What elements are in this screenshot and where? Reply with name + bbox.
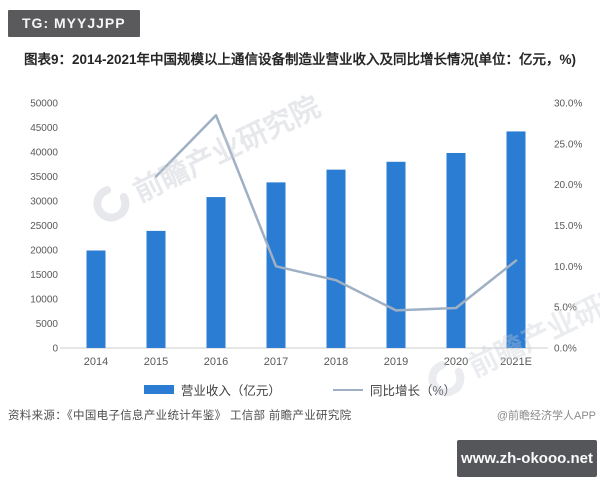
left-axis-tick: 45000	[30, 123, 58, 134]
left-axis-tick: 35000	[30, 172, 58, 183]
right-axis-tick: 10.0%	[554, 262, 582, 273]
growth-line-swatch	[332, 388, 363, 391]
legend-item-growth: 同比增长（%）	[332, 380, 457, 399]
bar-2014	[86, 250, 106, 348]
revenue-bar-swatch	[143, 385, 174, 394]
x-tick-2014: 2014	[84, 356, 108, 368]
channel-badge-text: TG: MYYJJPP	[22, 15, 126, 31]
combo-chart: 0 5000 10000 15000 20000 25000 30000 35000 40000…	[30, 99, 582, 369]
chart-legend: 营业收入（亿元） 同比增长（%）	[0, 380, 600, 399]
bar-2016	[206, 197, 226, 348]
chart-title: 图表9：2014-2021年中国规模以上通信设备制造业营业收入及同比增长情况(单…	[23, 52, 577, 67]
legend-label-revenue: 营业收入（亿元）	[180, 384, 281, 398]
left-axis-tick: 15000	[30, 270, 58, 281]
right-axis-tick: 5.0%	[554, 303, 577, 314]
bar-2015	[146, 230, 166, 348]
x-tick-2018: 2018	[324, 356, 348, 368]
x-tick-2016: 2016	[204, 356, 228, 368]
right-axis-tick: 25.0%	[554, 139, 582, 150]
footer: 资料来源：《中国电子信息产业统计年鉴》 工信部 前瞻产业研究院 @前瞻经济学人A…	[8, 407, 596, 423]
growth-line	[154, 114, 518, 312]
right-axis-tick: 0.0%	[554, 344, 577, 355]
bar-2018	[326, 169, 346, 348]
right-axis-tick: 15.0%	[554, 221, 582, 232]
left-axis-tick: 5000	[36, 319, 59, 330]
legend-label-growth: 同比增长（%）	[369, 384, 457, 398]
source-note: 资料来源：《中国电子信息产业统计年鉴》 工信部 前瞻产业研究院	[8, 410, 352, 422]
left-axis-tick: 25000	[30, 221, 58, 232]
left-axis-tick: 10000	[30, 295, 58, 306]
x-tick-2019: 2019	[384, 356, 408, 368]
left-axis-tick: 20000	[30, 246, 58, 257]
site-badge: www.zh-okooo.net	[457, 440, 597, 477]
right-axis-tick: 30.0%	[554, 99, 582, 110]
x-tick-2021E: 2021E	[500, 356, 532, 368]
left-axis-tick: 50000	[30, 99, 58, 110]
app-credit: @前瞻经济学人APP	[496, 410, 596, 422]
chart-area: 0 5000 10000 15000 20000 25000 30000 35000 40000…	[0, 92, 600, 372]
legend-item-revenue: 营业收入（亿元）	[143, 380, 281, 399]
x-tick-2020: 2020	[444, 356, 468, 368]
bar-2019	[386, 161, 406, 348]
x-tick-2015: 2015	[144, 356, 168, 368]
bar-2020	[446, 152, 466, 348]
right-axis-tick: 20.0%	[554, 180, 582, 191]
x-tick-2017: 2017	[264, 356, 288, 368]
bar-2021E	[506, 131, 526, 348]
channel-badge: TG: MYYJJPP	[8, 10, 140, 37]
left-axis-tick: 30000	[30, 197, 58, 208]
left-axis-tick: 0	[52, 344, 58, 355]
site-badge-text: www.zh-okooo.net	[461, 450, 593, 467]
left-axis-tick: 40000	[30, 148, 58, 159]
